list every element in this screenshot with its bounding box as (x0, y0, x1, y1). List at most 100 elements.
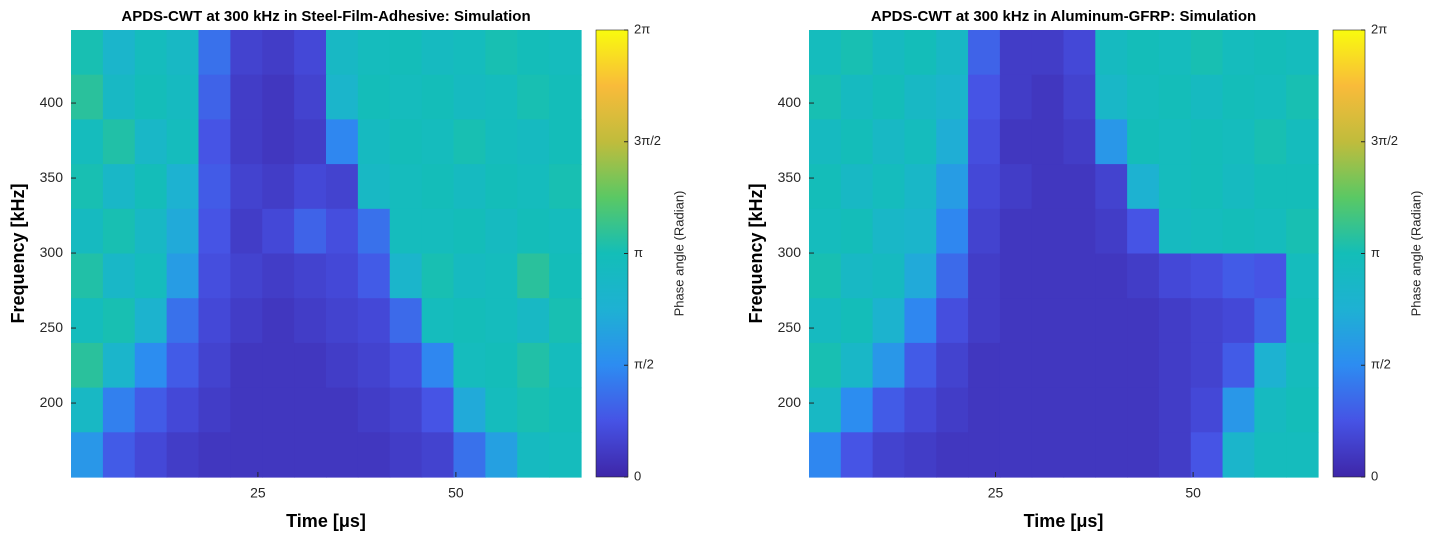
heatmap-cell (485, 387, 518, 433)
heatmap-cell (485, 164, 518, 210)
heatmap-cell (840, 164, 874, 210)
heatmap-cell (485, 119, 518, 165)
heatmap-cell (198, 432, 231, 478)
heatmap-cell (294, 119, 327, 165)
y-tick-label: 350 (778, 169, 802, 185)
heatmap-cell (936, 342, 969, 389)
heatmap-cell (166, 74, 200, 120)
heatmap-cell (999, 342, 1033, 389)
heatmap-cell (71, 342, 104, 389)
heatmap-cell (517, 119, 550, 165)
colorbar-tick-label: 3π/2 (1371, 133, 1398, 148)
heatmap-cell (904, 119, 937, 165)
heatmap-cell (102, 30, 136, 76)
heatmap-cell (904, 342, 937, 389)
heatmap-cell (198, 30, 231, 76)
heatmap-cell (326, 208, 359, 255)
heatmap-cell (134, 342, 168, 389)
heatmap-cell (1254, 74, 1287, 120)
heatmap-cell (1127, 432, 1160, 478)
heatmap-cell (134, 432, 168, 478)
heatmap-cell (1254, 119, 1287, 165)
heatmap-cell (389, 387, 423, 433)
heatmap-cell (840, 208, 874, 255)
y-tick-label: 250 (778, 319, 802, 335)
heatmap-cell (1254, 208, 1287, 255)
heatmap-cell (1222, 432, 1255, 478)
heatmap-cell (936, 298, 969, 344)
heatmap-cell (102, 119, 136, 165)
colorbar-tick-label: 2π (634, 21, 650, 36)
heatmap-cell (840, 342, 874, 389)
heatmap-cell (326, 30, 359, 76)
heatmap-cell (549, 342, 582, 389)
heatmap-cell (294, 30, 327, 76)
heatmap-cell (294, 208, 327, 255)
heatmap-cell (1222, 30, 1255, 76)
heatmap-cell (1190, 342, 1224, 389)
heatmap-cell (294, 432, 327, 478)
heatmap-cell (1063, 432, 1096, 478)
heatmap-cell (1222, 74, 1255, 120)
heatmap-cell (421, 298, 455, 344)
heatmap-cell (968, 253, 1001, 299)
heatmap-cell (1063, 342, 1096, 389)
heatmap-cell (1190, 432, 1224, 478)
heatmap-cell (1222, 164, 1255, 210)
heatmap-cell (198, 298, 231, 344)
heatmap-cell (840, 253, 874, 299)
colorbar-tick-label: 2π (1371, 21, 1387, 36)
heatmap-cell (872, 432, 906, 478)
heatmap-cell (999, 387, 1033, 433)
heatmap-cell (71, 119, 104, 165)
colorbar-label: Phase angle (Radian) (1408, 191, 1423, 317)
heatmap-cell (262, 253, 295, 299)
heatmap-cell (1127, 119, 1160, 165)
heatmap-cell (453, 253, 486, 299)
heatmap-cell (485, 253, 518, 299)
heatmap-cell (102, 74, 136, 120)
heatmap-cell (1286, 30, 1319, 76)
heatmap-cell (357, 30, 391, 76)
x-tick-label: 50 (1185, 485, 1201, 501)
heatmap-cell (1190, 298, 1224, 344)
heatmap-cell (1095, 74, 1128, 120)
heatmap-cell (1286, 342, 1319, 389)
heatmap-cell (326, 432, 359, 478)
heatmap-cell (549, 298, 582, 344)
heatmap-cell (1190, 119, 1224, 165)
heatmap-cell (809, 298, 842, 344)
heatmap-cell (326, 253, 359, 299)
heatmap-cell (262, 298, 295, 344)
heatmap-cell (230, 298, 263, 344)
heatmap-cell (262, 164, 295, 210)
heatmap-cell (389, 164, 423, 210)
heatmap-cell (549, 253, 582, 299)
heatmap-cell (71, 432, 104, 478)
heatmap-cell (1286, 432, 1319, 478)
heatmap-cell (1254, 432, 1287, 478)
heatmap-cell (1222, 342, 1255, 389)
heatmap-cell (999, 298, 1033, 344)
heatmap-cell (1031, 298, 1065, 344)
heatmap-cell (904, 387, 937, 433)
heatmap-cell (1095, 253, 1128, 299)
heatmap-cell (134, 30, 168, 76)
heatmap-cell (166, 164, 200, 210)
heatmap-cell (549, 74, 582, 120)
heatmap-cell (517, 30, 550, 76)
heatmap-cell (389, 432, 423, 478)
heatmap-cell (262, 119, 295, 165)
heatmap-cell (389, 208, 423, 255)
heatmap-cell (840, 119, 874, 165)
heatmap-cell (389, 30, 423, 76)
heatmap-cell (262, 208, 295, 255)
heatmap-cell (262, 342, 295, 389)
heatmap-cell (102, 342, 136, 389)
heatmap-cell (1158, 119, 1192, 165)
heatmap-cell (421, 432, 455, 478)
y-axis-label: Frequency [kHz] (746, 183, 766, 323)
heatmap-cell (1190, 30, 1224, 76)
heatmap-cell (389, 119, 423, 165)
